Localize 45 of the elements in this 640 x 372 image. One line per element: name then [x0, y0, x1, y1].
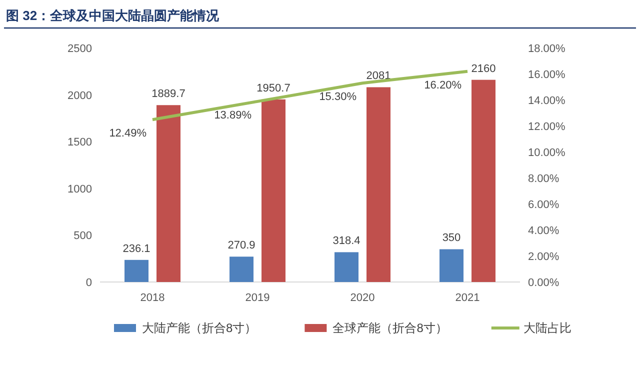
data-label: 1889.7 [152, 88, 186, 100]
y-tick-label: 0 [86, 277, 92, 289]
legend-label: 大陆占比 [523, 321, 572, 335]
y2-tick-label: 18.00% [528, 43, 566, 55]
legend-label: 大陆产能（折合8寸） [142, 321, 257, 335]
x-tick-label: 2019 [245, 292, 270, 304]
bar [472, 80, 496, 282]
y2-tick-label: 10.00% [528, 147, 566, 159]
data-label: 350 [442, 232, 461, 244]
data-label: 2081 [366, 70, 391, 82]
y2-tick-label: 2.00% [528, 251, 560, 263]
data-label: 1950.7 [256, 82, 290, 94]
y-tick-label: 2000 [68, 90, 92, 102]
y2-tick-label: 6.00% [528, 199, 560, 211]
data-label: 15.30% [319, 91, 357, 104]
bar [124, 260, 148, 282]
y2-tick-label: 0.00% [528, 277, 560, 289]
y2-tick-label: 14.00% [528, 95, 566, 107]
data-label: 236.1 [122, 242, 150, 255]
y-tick-label: 500 [74, 230, 92, 242]
data-label: 318.4 [332, 235, 360, 248]
y2-tick-label: 12.00% [528, 121, 566, 133]
data-label: 2160 [471, 62, 496, 75]
x-tick-label: 2018 [140, 292, 165, 304]
legend-label: 全球产能（折合8寸） [332, 321, 448, 335]
y-tick-label: 1500 [68, 136, 92, 149]
y-tick-label: 1000 [68, 183, 92, 196]
data-label: 13.89% [214, 109, 252, 122]
x-tick-label: 2021 [455, 292, 480, 304]
y2-tick-label: 16.00% [528, 69, 566, 81]
chart-title: 图 32：全球及中国大陆晶圆产能情况 [6, 8, 220, 23]
bar [366, 87, 390, 282]
data-label: 270.9 [228, 240, 256, 252]
y-tick-label: 2500 [68, 43, 92, 55]
bar [440, 249, 464, 282]
x-tick-label: 2020 [350, 292, 375, 304]
bar [262, 99, 286, 282]
bar [230, 256, 254, 282]
line-series [151, 70, 469, 122]
bar [156, 105, 180, 282]
bar [334, 252, 358, 282]
data-label: 16.20% [424, 79, 462, 92]
y2-tick-label: 4.00% [528, 225, 560, 237]
y2-tick-label: 8.00% [528, 173, 560, 185]
data-label: 12.49% [109, 128, 147, 140]
